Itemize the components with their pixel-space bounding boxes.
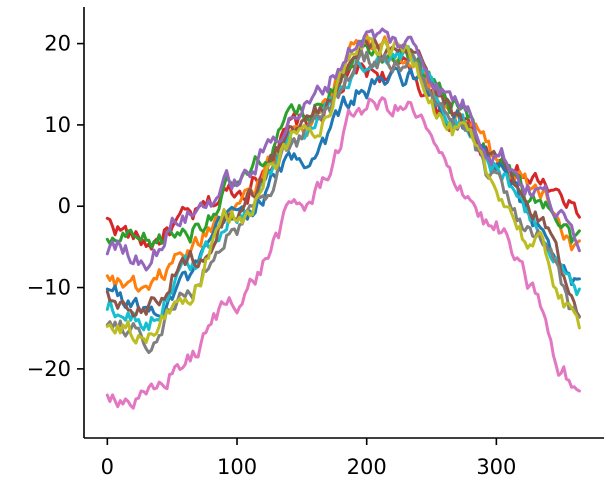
x-tick-label: 300 — [476, 455, 516, 479]
y-tick-label: 10 — [44, 113, 71, 137]
series-line-10 — [105, 27, 581, 272]
x-tick-label: 0 — [101, 455, 114, 479]
y-tick-label: −10 — [27, 276, 71, 300]
axes-layer: 0 100 200 300 −20 −10 0 10 20 — [27, 7, 604, 479]
y-tick-label: −20 — [27, 357, 71, 381]
series-layer — [105, 27, 581, 410]
series-line-9 — [105, 96, 581, 410]
x-tick-label: 100 — [217, 455, 257, 479]
x-tick-label: 200 — [347, 455, 387, 479]
series-line-4 — [105, 66, 581, 319]
y-tick-label: 0 — [58, 194, 71, 218]
y-tick-label: 20 — [44, 32, 71, 56]
series-line-7 — [105, 49, 581, 354]
series-line-8 — [105, 36, 581, 345]
